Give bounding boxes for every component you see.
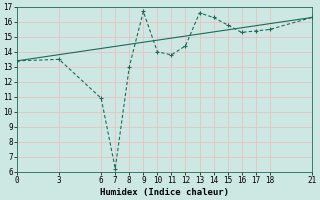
- X-axis label: Humidex (Indice chaleur): Humidex (Indice chaleur): [100, 188, 229, 197]
